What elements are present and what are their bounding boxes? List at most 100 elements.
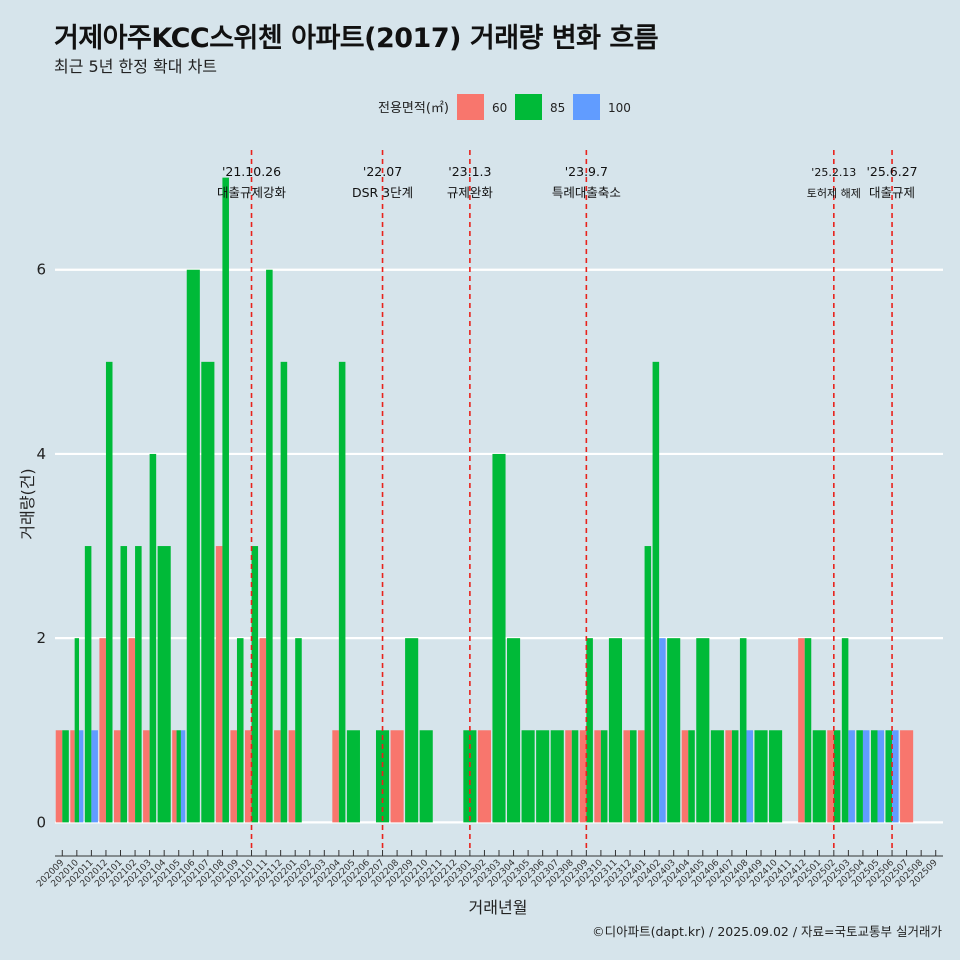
bar-85-202105 [176,730,181,823]
bar-85-202201 [295,638,302,823]
bar-85-202009 [62,730,69,823]
y-tick-label: 2 [36,629,46,647]
bar-60-202010 [70,730,75,823]
bar-85-202503 [841,638,849,823]
event-label: DSR 3단계 [352,185,413,200]
bar-60-202103 [143,730,150,823]
bar-60-202112 [274,730,281,823]
y-tick-label: 0 [36,813,46,831]
bar-60-202302 [477,730,491,823]
bar-85-202408 [739,638,747,823]
bar-85-202504 [856,730,863,823]
legend-swatch-100 [573,94,600,120]
bar-85-202406 [710,730,724,823]
bar-85-202304 [507,638,521,823]
bar-85-202108 [222,177,229,823]
event-label: 대출규제 [869,185,915,200]
bar-85-202305 [521,730,535,823]
bar-100-202505 [877,730,885,823]
event-label: 규제완화 [447,185,494,200]
bar-85-202401 [644,546,652,823]
bar-60-202310 [594,730,601,823]
bar-100-202010 [79,730,84,823]
legend-label-100: 100 [608,101,631,115]
bar-60-202109 [230,730,237,823]
legend-swatch-85 [515,94,542,120]
bar-85-202410 [769,730,783,823]
bar-85-202309 [586,638,593,823]
bar-85-202312 [630,730,637,823]
legend-label-85: 85 [550,101,565,115]
bar-85-202412 [804,638,812,823]
chart-subtitle: 최근 5년 한정 확대 차트 [54,57,218,76]
event-date-label: '25.2.13 [811,166,856,179]
event-date-label: '23.1.3 [448,164,491,179]
chart-title: 거제아주KCC스위첸 아파트(2017) 거래량 변화 흐름 [54,23,659,54]
event-date-label: '22.07 [363,164,402,179]
y-axis-title: 거래량(건) [18,468,37,539]
event-date-label: '25.6.27 [866,164,917,179]
bar-60-202208 [390,730,404,823]
event-label: 특례대출축소 [552,185,621,200]
bar-85-202405 [696,638,710,823]
bar-60-202105 [172,730,177,823]
bar-60-202111 [259,638,267,823]
bar-60-202502 [827,730,834,823]
bar-100-202408 [746,730,754,823]
bars-layer [55,177,914,823]
bar-85-202106 [186,269,200,823]
bar-100-202105 [180,730,186,823]
y-tick-label: 4 [36,445,46,463]
bar-100-202011 [91,730,98,823]
x-axis-title: 거래년월 [469,898,528,917]
bar-85-202505 [870,730,878,823]
bar-100-202503 [848,730,855,823]
bar-85-202210 [419,730,433,823]
event-date-label: '23.9.7 [565,164,608,179]
bar-85-202311 [608,638,623,823]
bar-60-202102 [128,638,136,823]
bar-60-202407 [725,730,732,823]
bar-85-202409 [754,730,768,823]
events-layer: '21.10.26 대출규제강화 '22.07 DSR 3단계 '23.1.3 규제완화 '… [217,150,918,850]
bar-60-202312 [623,730,631,823]
legend-label-60: 60 [492,101,507,115]
bar-85-202011 [84,546,92,823]
bar-85-202204 [338,361,346,823]
bar-85-202205 [346,730,360,823]
event-label: 토허제 해제 [807,186,861,200]
legend-swatch-60 [457,94,484,120]
bar-60-202412 [798,638,805,823]
bar-85-202102 [135,546,142,823]
bar-60-202308 [565,730,572,823]
bar-85-202501 [812,730,826,823]
event-label: 대출규제강화 [217,185,287,200]
bar-60-202110 [244,730,252,823]
legend-layer: 전용면적(㎡) 60 85 100 [378,94,631,120]
bar-85-202112 [280,361,288,823]
bar-60-202309 [579,730,587,823]
bar-100-202504 [862,730,870,823]
bar-60-202204 [332,730,339,823]
bar-85-202310 [600,730,608,823]
bar-85-202110 [251,546,259,823]
bar-85-202506 [885,730,893,823]
bar-85-202303 [492,453,506,823]
bar-60-202101 [113,730,121,823]
bar-85-202308 [571,730,579,823]
bar-85-202207 [375,730,390,823]
bar-85-202301 [463,730,477,823]
legend-title: 전용면적(㎡) [378,101,449,116]
bar-85-202111 [266,269,273,823]
event-date-label: '21.10.26 [222,164,281,179]
bar-85-202010 [74,638,80,823]
y-tick-label: 6 [36,261,46,279]
bar-60-202108 [215,546,223,823]
bar-85-202104 [157,546,171,823]
bar-85-202109 [236,638,244,823]
bar-85-202404 [688,730,695,823]
bar-60-202507 [900,730,914,823]
bar-85-202402 [652,361,660,823]
